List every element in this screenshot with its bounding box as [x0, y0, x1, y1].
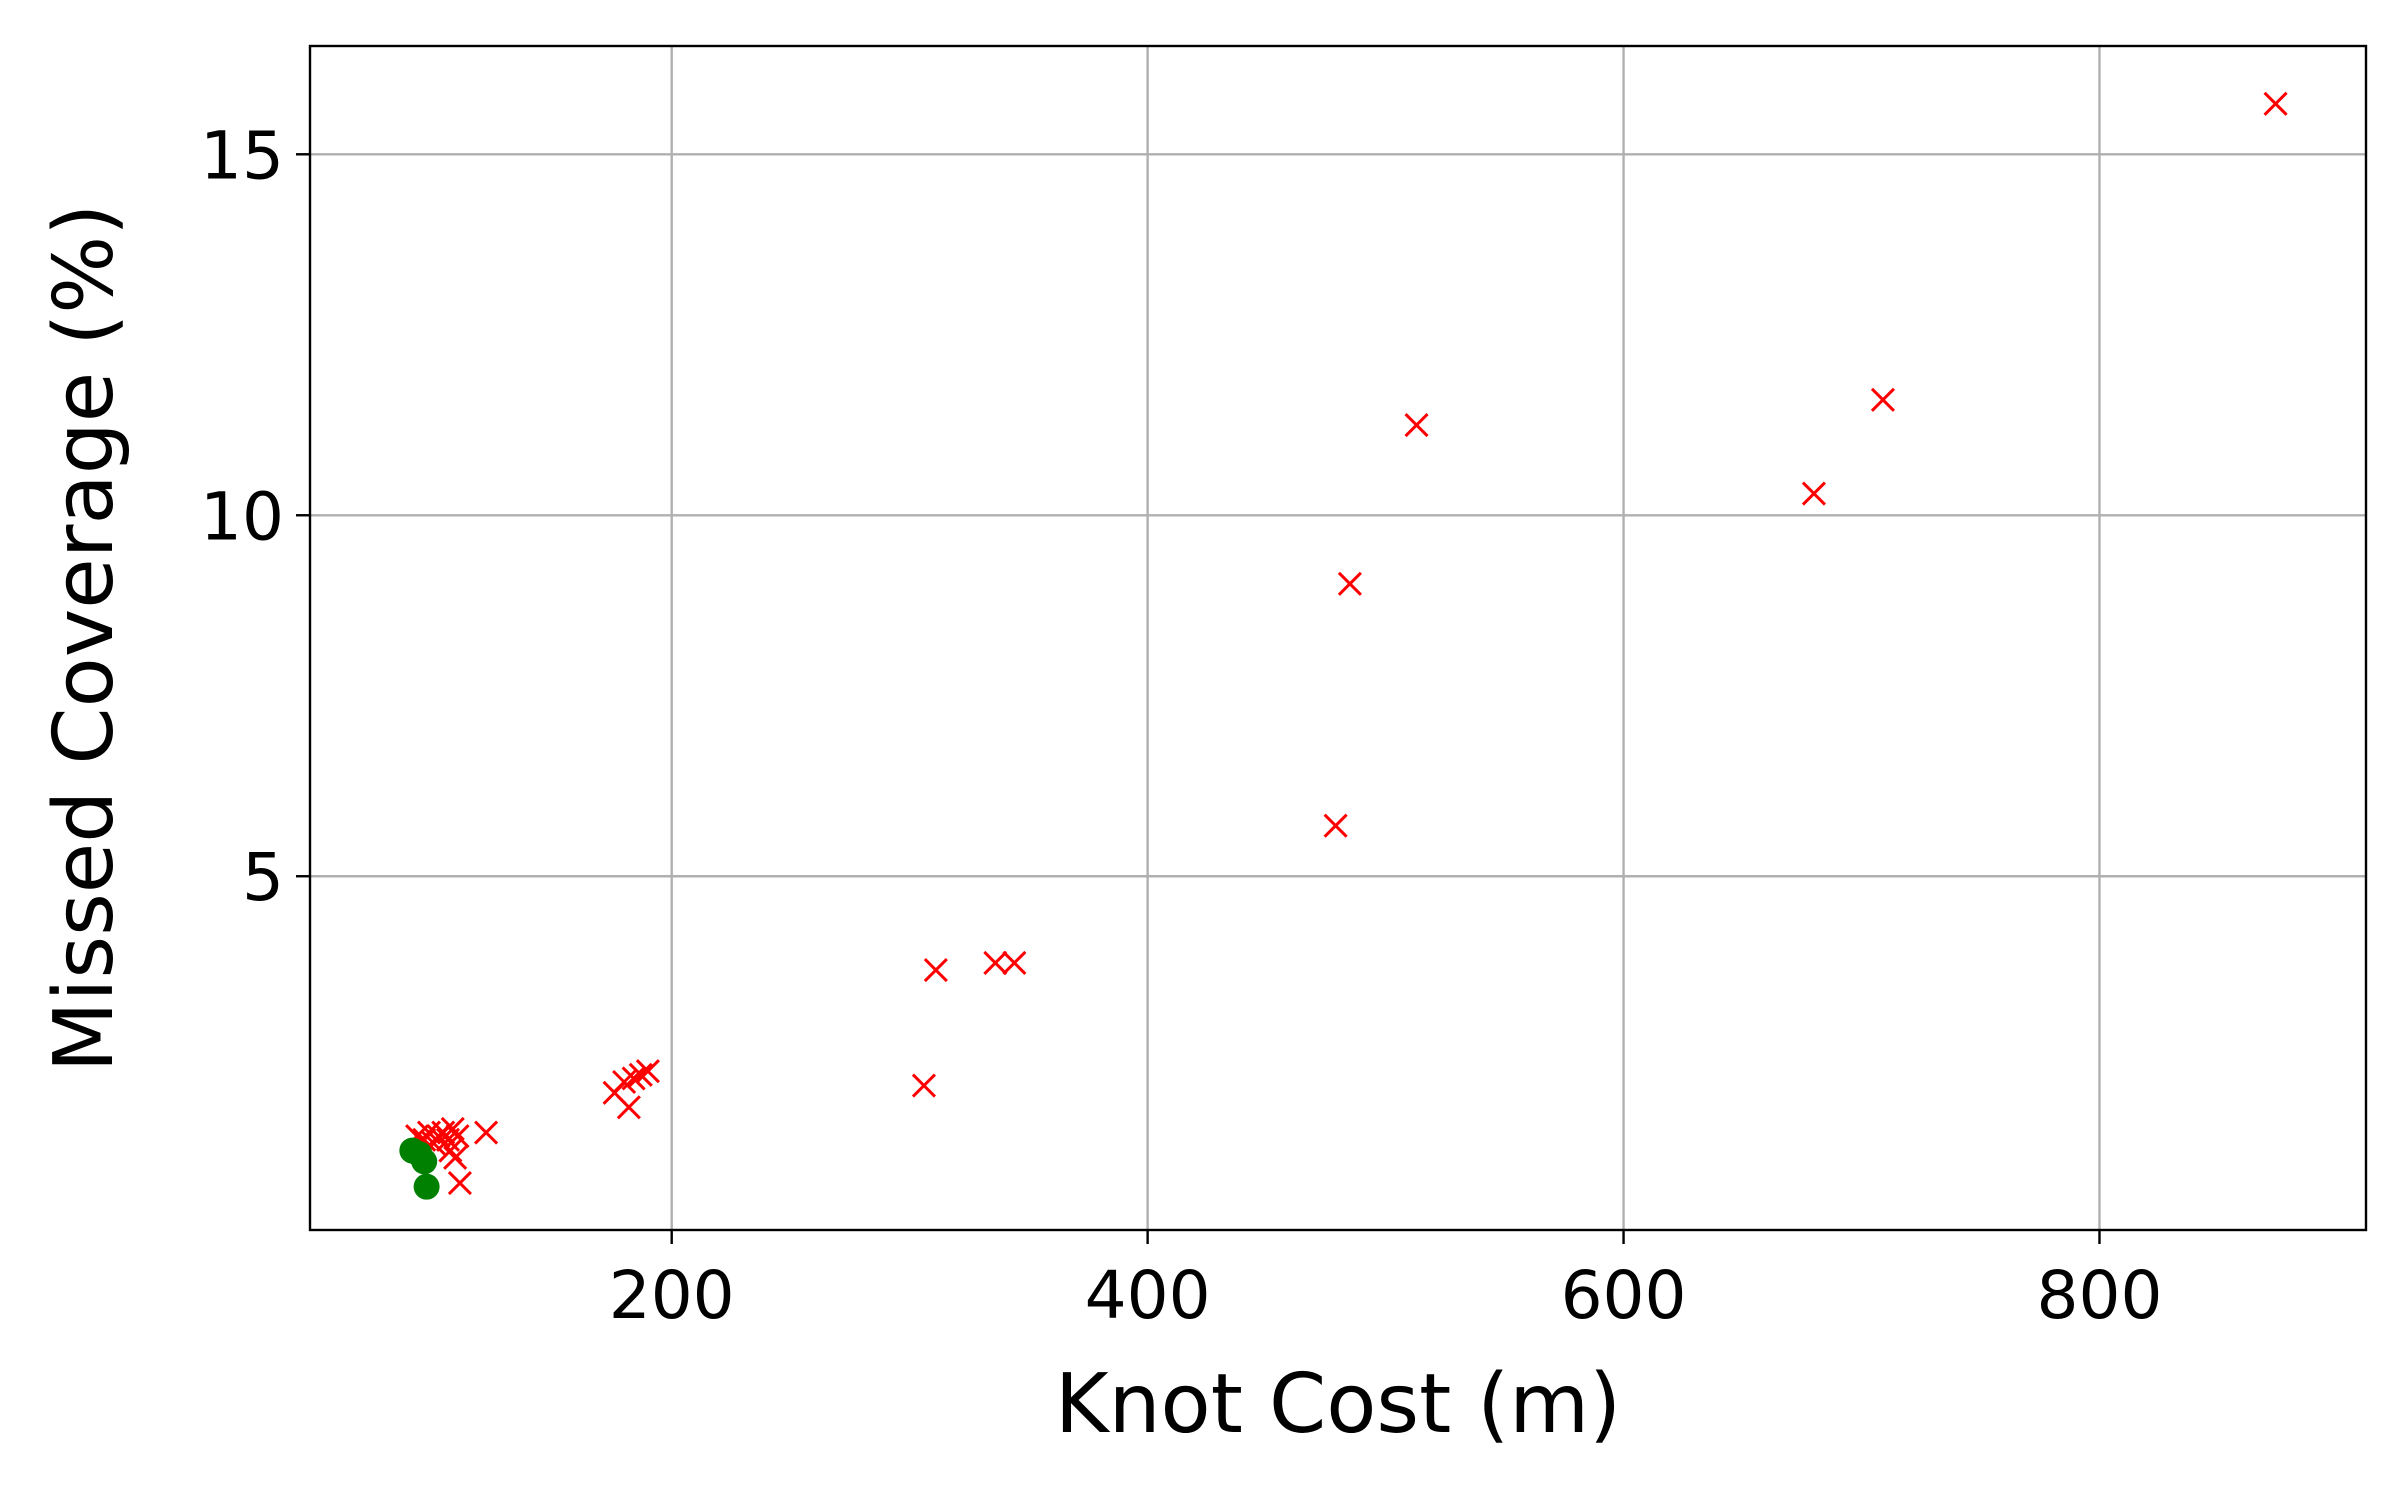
red-x-marker — [1323, 813, 1348, 838]
data-series — [399, 91, 2288, 1200]
red-x-marker — [1404, 412, 1429, 438]
grid-lines — [310, 46, 2366, 1230]
red-x-marker — [445, 1124, 470, 1149]
green-dot-marker — [411, 1148, 438, 1175]
red-x-marker — [2263, 91, 2288, 116]
x-tick-label: 600 — [1561, 1257, 1687, 1334]
red-x-marker — [616, 1095, 641, 1120]
y-axis-title: Missed Coverage (%) — [37, 204, 132, 1072]
red-x-marker — [628, 1062, 653, 1087]
x-tick-label: 200 — [609, 1257, 735, 1334]
x-tick-label: 400 — [1085, 1257, 1211, 1334]
red-x-marker — [447, 1171, 472, 1196]
y-tick-label: 5 — [242, 839, 284, 916]
y-tick-label: 15 — [200, 117, 284, 194]
red-x-marker — [635, 1059, 660, 1084]
red-x-marker — [983, 950, 1008, 975]
red-x-marker — [443, 1145, 468, 1170]
plot-frame — [308, 44, 2368, 1232]
y-tick-label: 10 — [200, 478, 284, 555]
green-dot-marker — [413, 1173, 440, 1200]
x-axis-title: Knot Cost (m) — [1055, 1357, 1621, 1452]
red-x-marker — [911, 1073, 937, 1098]
x-tick-label: 800 — [2036, 1257, 2162, 1334]
red-x-marker — [474, 1120, 499, 1145]
red-x-marker — [621, 1066, 646, 1091]
red-x-marker — [440, 1116, 465, 1141]
red-x-marker — [1337, 571, 1362, 596]
red-x-marker — [923, 958, 948, 983]
red-x-marker — [1002, 950, 1027, 975]
axis-ticks: 200 400 600 800 5 10 15 — [200, 117, 2162, 1334]
red-x-marker — [1870, 387, 1895, 412]
red-x-marker — [438, 1138, 463, 1163]
red-x-marker — [1801, 481, 1826, 506]
